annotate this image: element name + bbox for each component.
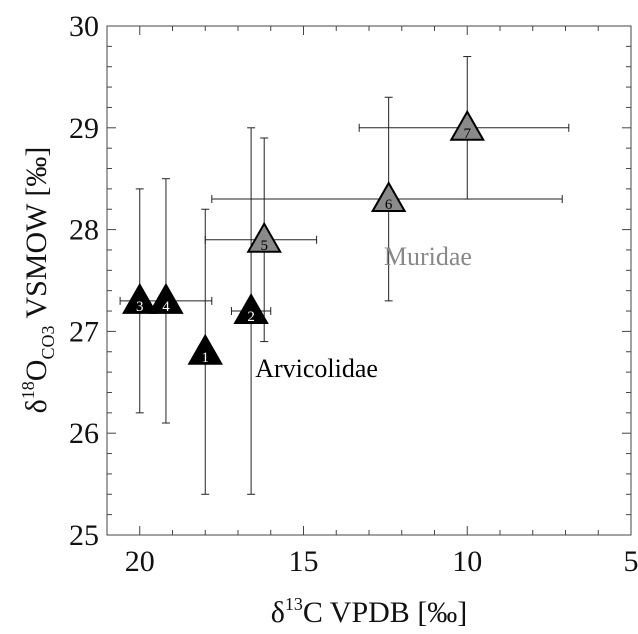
point-label: 7 (464, 126, 472, 142)
group-label-arvicolidae: Arvicolidae (255, 354, 378, 383)
y-tick-label: 25 (69, 519, 99, 552)
x-tick-label: 10 (452, 545, 482, 578)
x-tick-label: 15 (289, 545, 319, 578)
point-label: 4 (162, 299, 170, 315)
point-label: 3 (136, 299, 144, 315)
point-label: 1 (202, 350, 210, 366)
y-tick-label: 26 (69, 417, 99, 450)
marker-arvicolidae (122, 282, 158, 314)
group-label-muridae: Muridae (384, 242, 472, 271)
y-tick-label: 28 (69, 214, 99, 247)
error-bars (119, 56, 570, 495)
marker-arvicolidae (187, 333, 223, 365)
group-annotations: Arvicolidae Muridae (255, 242, 472, 383)
x-axis-title: δ13C VPDB [‰] (271, 594, 468, 629)
marker-muridae (370, 181, 407, 213)
x-tick-label: 20 (125, 545, 155, 578)
point-label: 5 (260, 238, 268, 254)
axis-ticks (107, 25, 632, 536)
markers: 1 2 3 4 5 6 7 (122, 109, 485, 366)
marker-arvicolidae (148, 282, 184, 314)
marker-muridae (449, 109, 485, 141)
x-tick-label: 5 (624, 545, 638, 578)
y-tick-label: 29 (69, 112, 99, 145)
point-label: 2 (247, 309, 255, 325)
point-label: 6 (385, 197, 393, 213)
marker-muridae (246, 221, 282, 253)
y-tick-label: 27 (69, 315, 99, 348)
marker-arvicolidae (233, 293, 269, 325)
plot-frame (106, 25, 632, 536)
y-axis-title: δ18OCO3 VSMOW [‰] (18, 147, 58, 414)
y-tick-label: 30 (69, 10, 99, 43)
